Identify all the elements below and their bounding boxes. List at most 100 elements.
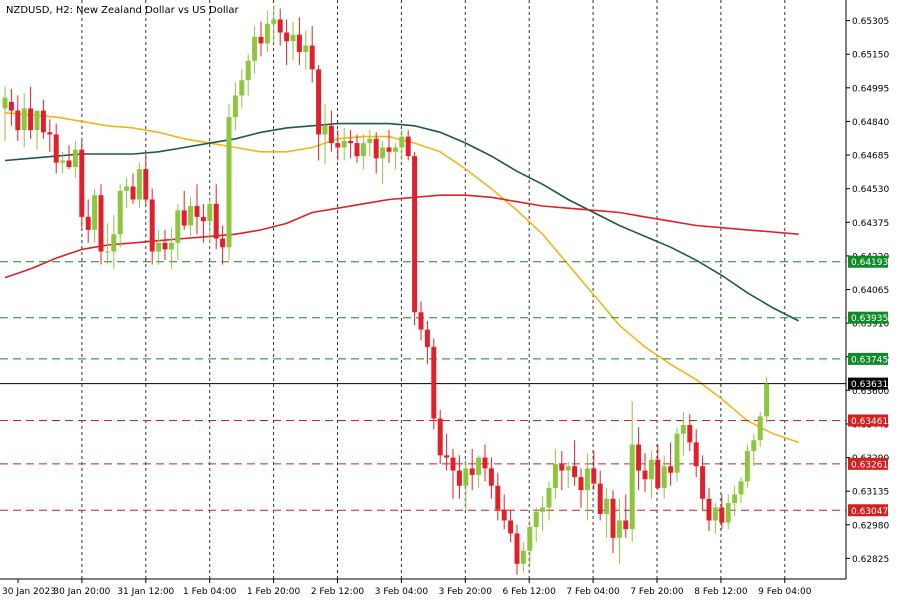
candles [2,6,770,575]
bull-candle [60,160,66,163]
bear-candle [514,533,520,564]
bear-candle [296,34,302,53]
y-tick-label: 0.64530 [852,185,889,195]
bull-candle [552,464,558,488]
bear-candle [79,149,85,217]
support-price-box [848,504,888,517]
bull-candle [226,117,232,248]
bear-candle [642,470,648,480]
bear-candle [495,485,501,510]
bull-candle [21,108,27,131]
bear-candle [258,36,264,44]
bear-candle [386,147,392,152]
bear-candle [706,498,712,521]
bull-candle [367,138,373,144]
bull-candle [648,459,654,480]
bear-candle [719,507,725,523]
current-price-box [848,377,888,390]
bear-candle [328,125,334,144]
y-tick-label: 0.62825 [852,555,889,565]
bear-candle [85,216,91,230]
bull-candle [290,34,296,42]
bear-candle [335,143,341,148]
bull-candle [533,511,539,527]
bear-candle [277,19,283,33]
bear-candle [40,110,46,133]
bear-candle [488,468,494,486]
x-tick-label: 7 Feb 04:00 [566,587,620,597]
bull-candle [271,19,277,24]
bull-candle [156,242,162,252]
bear-candle [53,134,59,163]
support-price-label: 0.63461 [851,417,888,427]
bear-candle [405,136,411,157]
bull-candle [738,481,744,495]
bear-candle [572,466,578,478]
bull-candle [111,234,117,252]
bull-candle [136,169,142,200]
bear-candle [66,160,72,167]
bull-candle [476,457,482,475]
resistance-price-box [848,255,888,268]
bear-candle [578,477,584,491]
bear-candle [508,520,514,534]
bull-candle [584,468,590,491]
resistance-price-label: 0.63745 [851,355,888,365]
bear-candle [655,459,661,488]
bull-candle [399,136,405,148]
bull-candle [303,45,309,53]
bear-candle [456,470,462,486]
bear-candle [437,418,443,456]
x-tick-label: 30 Jan 2023 [2,587,56,597]
resistance-price-box [848,352,888,365]
bull-candle [725,503,731,523]
bull-candle [104,251,110,253]
bear-candle [284,32,290,42]
bull-candle [674,433,680,473]
bull-candle [360,143,366,157]
bull-candle [520,550,526,564]
bull-candle [239,80,245,96]
y-tick-label: 0.64375 [852,219,889,229]
x-tick-label: 3 Feb 20:00 [439,587,493,597]
bear-candle [15,110,21,131]
bear-candle [444,455,450,458]
bull-candle [117,190,123,235]
bear-candle [482,457,488,469]
bear-candle [450,457,456,471]
y-tick-label: 0.62980 [852,521,889,531]
bear-candle [412,156,418,313]
bull-candle [732,494,738,504]
bear-candle [668,466,674,473]
bull-candle [92,195,98,230]
x-tick-label: 31 Jan 12:00 [117,587,174,597]
bear-candle [348,140,354,144]
y-tick-label: 0.65150 [852,51,889,61]
y-tick-label: 0.64995 [852,84,889,94]
bear-candle [610,498,616,538]
chart-title: NZDUSD, H2: New Zealand Dollar vs US Dol… [6,5,240,16]
bear-candle [213,203,219,239]
bear-candle [591,468,597,484]
bear-candle [8,101,14,111]
price-labels: 0.64193 0.63935 0.63745 0.63631 0.63461 0.632… [848,255,888,517]
y-tick-label: 0.63135 [852,488,889,498]
bear-candle [47,132,53,135]
bull-candle [392,147,398,152]
y-tick-label: 0.65305 [852,17,889,27]
bear-candle [316,69,322,135]
bull-candle [168,242,174,250]
bear-candle [28,108,34,131]
bull-candle [463,468,469,486]
x-tick-label: 7 Feb 20:00 [630,587,684,597]
ma-line-ma_slow [4,194,799,279]
bull-candle [188,206,194,226]
bear-candle [130,186,136,200]
y-tick-label: 0.64685 [852,152,889,162]
bear-candle [98,195,104,252]
resistance-price-label: 0.64193 [851,258,888,268]
bull-candle [124,186,130,191]
bull-candle [2,97,8,109]
bear-candle [597,483,603,514]
